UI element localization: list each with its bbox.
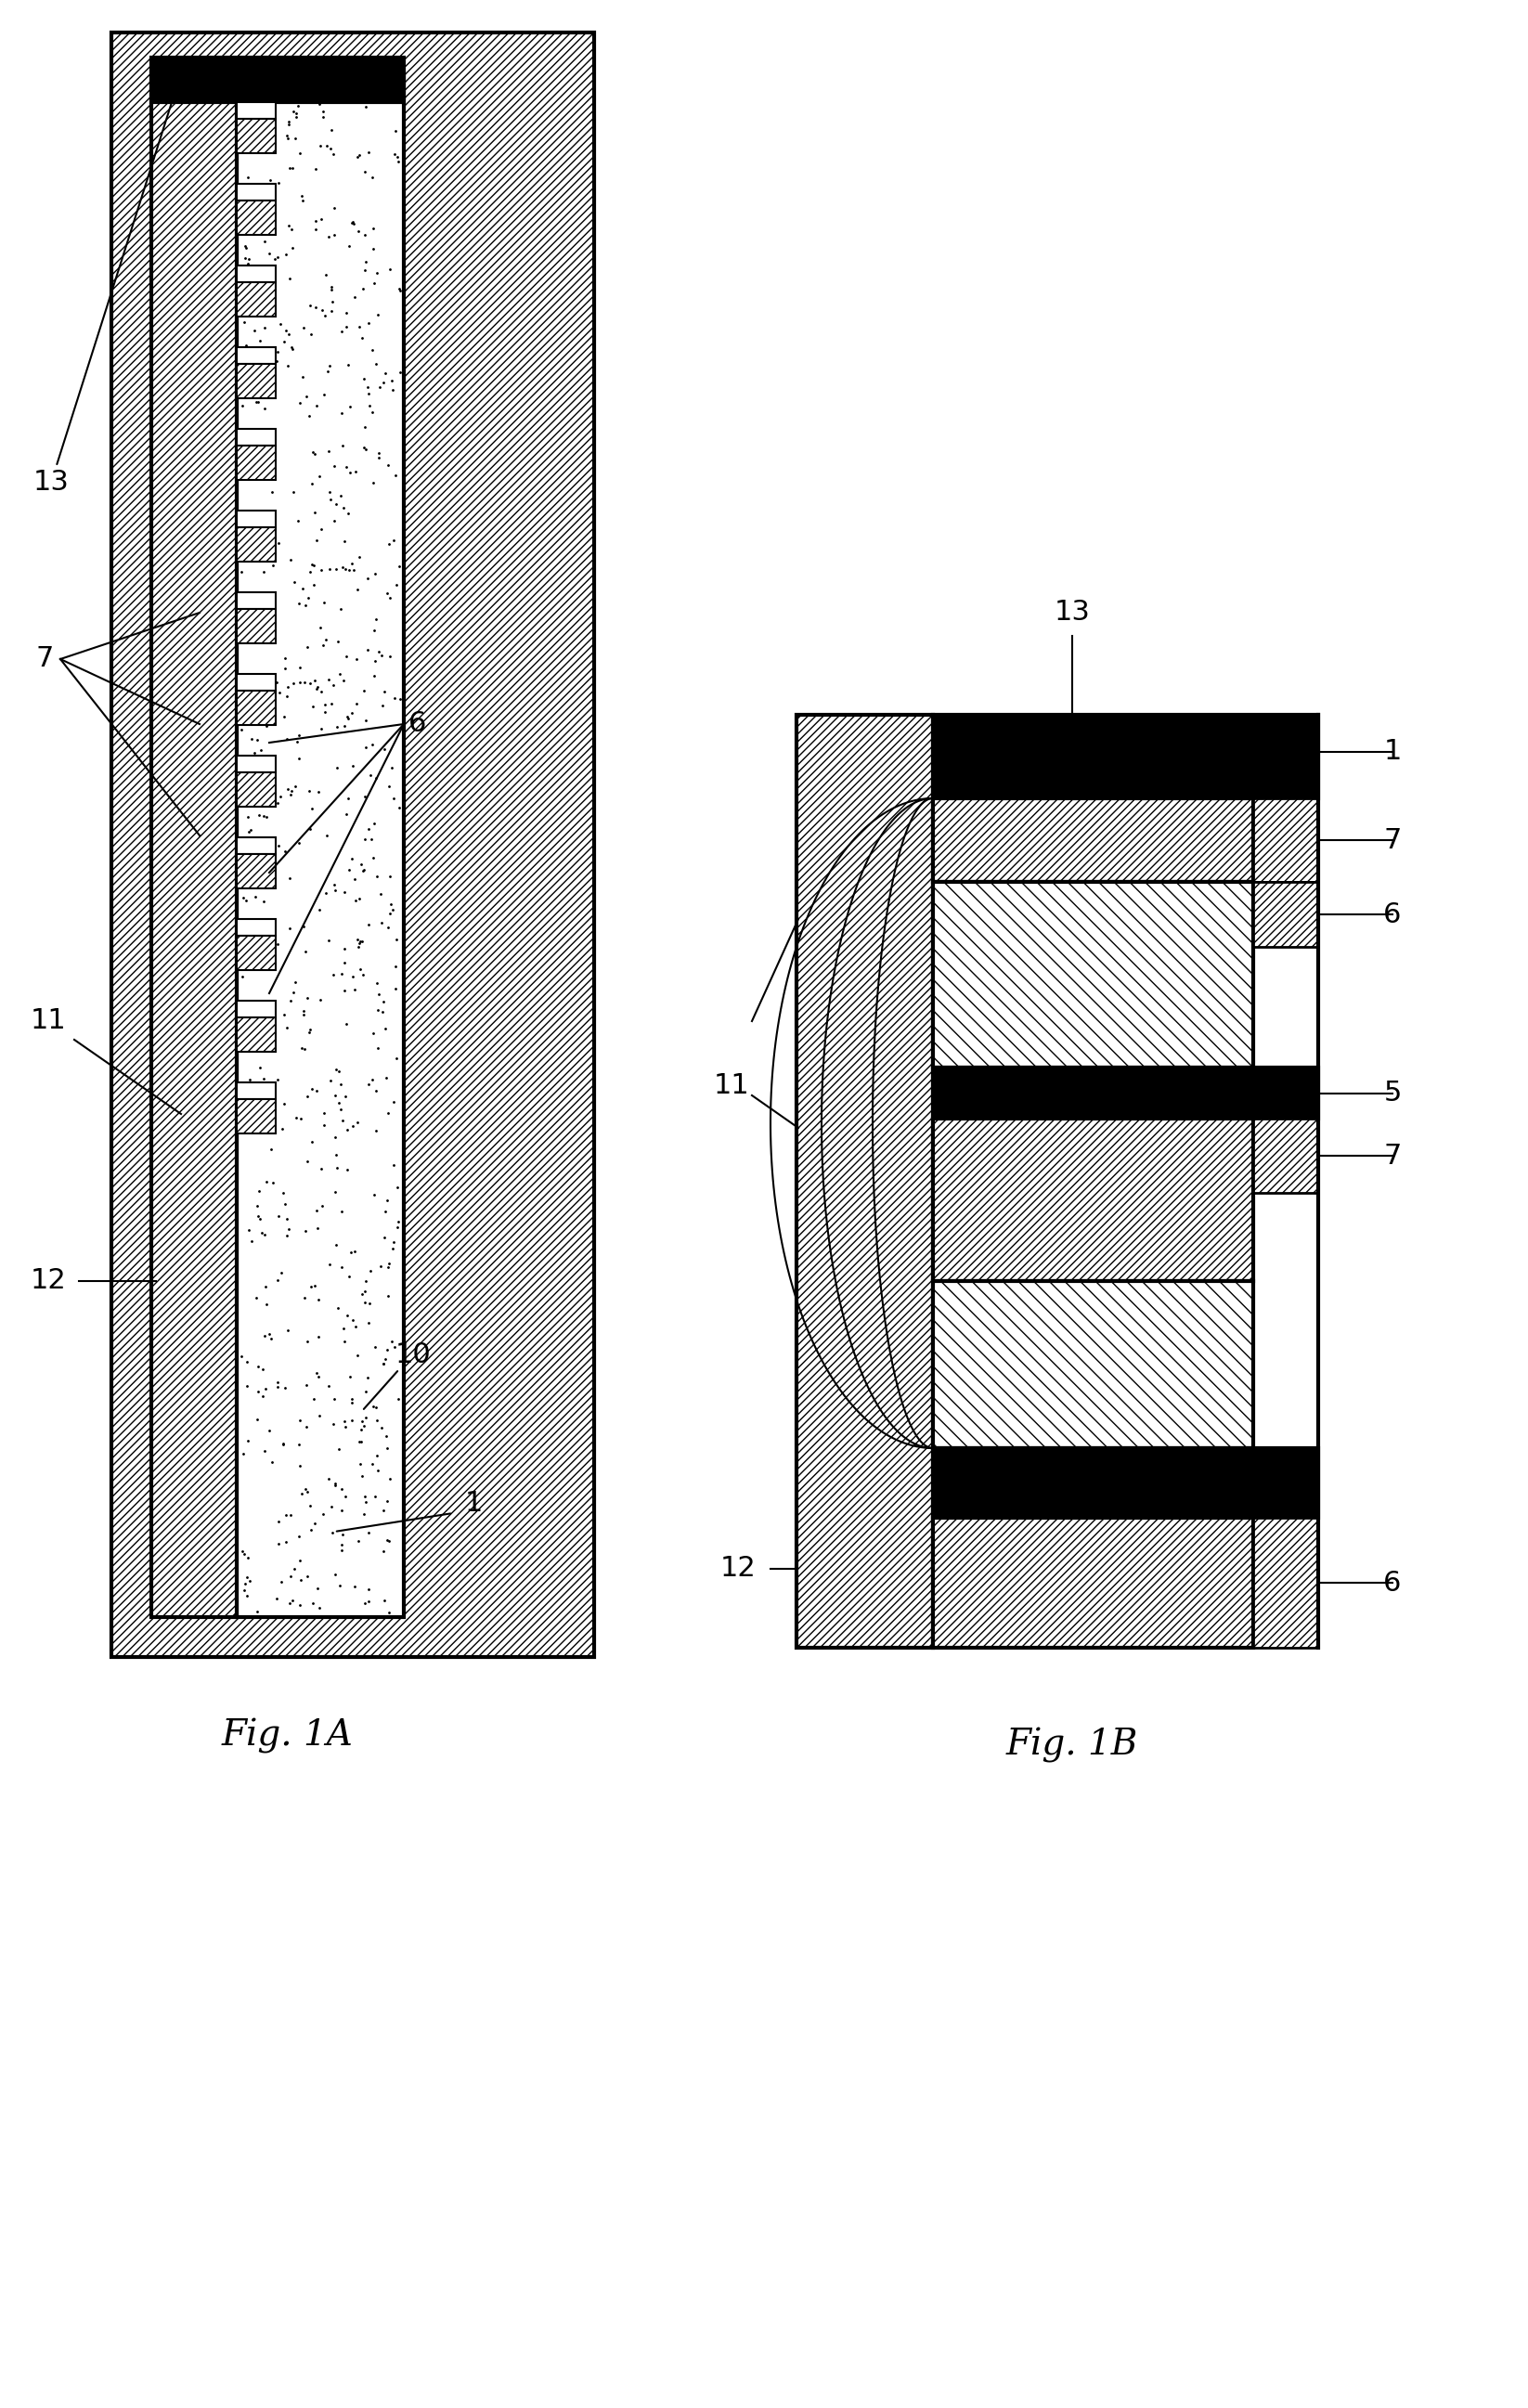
Bar: [237, 118, 275, 154]
Bar: [237, 920, 275, 937]
Bar: [934, 1281, 1253, 1447]
Bar: [237, 1081, 275, 1098]
Text: 11: 11: [31, 1007, 66, 1035]
Bar: [934, 799, 1253, 881]
Text: 13: 13: [1054, 600, 1091, 626]
Bar: [237, 265, 275, 282]
Text: 12: 12: [720, 1556, 756, 1582]
Bar: [237, 527, 275, 561]
Text: 12: 12: [31, 1267, 66, 1296]
Bar: [237, 347, 275, 364]
Bar: [237, 855, 275, 889]
Bar: [237, 72, 403, 1618]
Bar: [237, 773, 275, 807]
Text: 11: 11: [714, 1072, 750, 1100]
Text: 6: 6: [1383, 1570, 1401, 1597]
Bar: [1253, 799, 1319, 881]
Bar: [237, 838, 275, 855]
Bar: [1253, 1120, 1319, 1192]
Text: Fig. 1A: Fig. 1A: [222, 1719, 353, 1753]
Bar: [934, 1067, 1319, 1120]
Text: 10: 10: [396, 1341, 431, 1368]
Bar: [112, 31, 594, 1657]
Bar: [237, 101, 275, 118]
Bar: [237, 756, 275, 773]
Text: 7: 7: [1383, 1141, 1401, 1170]
Text: Fig. 1B: Fig. 1B: [1005, 1727, 1138, 1763]
Bar: [237, 1098, 275, 1134]
Text: 7: 7: [1383, 826, 1401, 852]
Bar: [237, 592, 275, 609]
Bar: [237, 674, 275, 691]
Bar: [934, 881, 1253, 1067]
Bar: [237, 1002, 275, 1019]
Text: 7: 7: [35, 645, 53, 672]
Bar: [237, 609, 275, 643]
Bar: [237, 364, 275, 397]
Bar: [237, 200, 275, 236]
Bar: [1253, 881, 1319, 946]
Bar: [237, 445, 275, 479]
Bar: [237, 937, 275, 970]
Bar: [237, 691, 275, 725]
Text: 5: 5: [1383, 1081, 1401, 1108]
Text: 1: 1: [1383, 739, 1401, 766]
Text: 1: 1: [465, 1491, 483, 1517]
Bar: [237, 510, 275, 527]
Bar: [237, 429, 275, 445]
Bar: [1253, 1517, 1319, 1647]
Text: 6: 6: [1383, 901, 1401, 927]
Bar: [934, 715, 1319, 799]
Bar: [151, 58, 403, 101]
Bar: [934, 1120, 1253, 1281]
Bar: [237, 282, 275, 315]
Bar: [237, 1019, 275, 1052]
Bar: [934, 1517, 1253, 1647]
Bar: [151, 72, 237, 1618]
Bar: [796, 715, 934, 1647]
Text: 6: 6: [410, 710, 426, 737]
Bar: [237, 183, 275, 200]
Bar: [934, 1447, 1319, 1517]
Text: 13: 13: [34, 82, 179, 496]
